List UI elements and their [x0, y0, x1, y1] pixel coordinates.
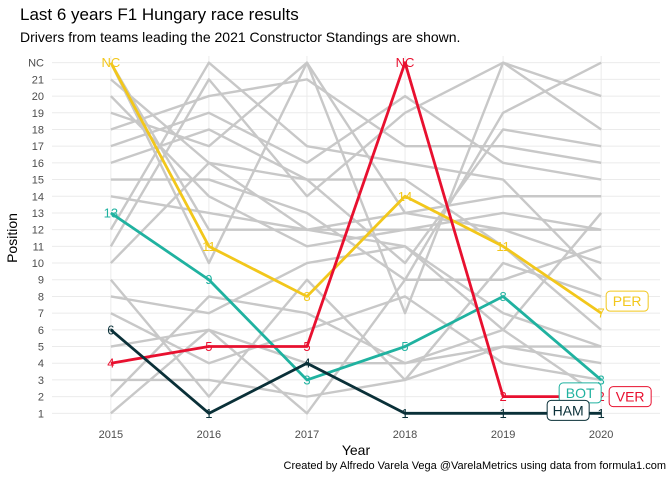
series-line-ver [110, 61, 602, 399]
y-tick-label: 4 [38, 358, 44, 370]
background-driver-line [110, 245, 602, 348]
background-driver-line [110, 78, 602, 165]
data-label-per: 11 [202, 239, 216, 254]
chart-subtitle: Drivers from teams leading the 2021 Cons… [20, 29, 461, 45]
x-axis-title: Year [342, 442, 371, 458]
background-driver-line [110, 61, 602, 265]
y-tick-label: 18 [32, 124, 44, 136]
y-tick-label: 2 [38, 392, 44, 404]
data-label-bot: 9 [205, 272, 212, 287]
y-tick-label: 14 [32, 191, 44, 203]
data-label-ver: 5 [303, 339, 310, 354]
background-driver-line [109, 261, 602, 398]
data-label-bot: 3 [598, 372, 605, 387]
x-tick-label: 2019 [491, 429, 515, 441]
y-tick-label: 20 [32, 91, 44, 103]
y-tick-label: 19 [32, 108, 44, 120]
y-tick-label: 21 [32, 74, 44, 86]
name-tag-box-ham [546, 399, 590, 421]
chart-caption: Created by Alfredo Varela Vega @VarelaMe… [283, 460, 667, 472]
y-tick-label: 12 [32, 225, 44, 237]
name-tag-per: PER [613, 293, 642, 309]
x-tick-label: 2017 [295, 429, 319, 441]
background-driver-line [109, 62, 602, 231]
data-label-bot: 3 [303, 372, 310, 387]
name-tag-ver: VER [616, 389, 645, 405]
name-tag-box-ver [608, 386, 652, 408]
x-tick-label: 2016 [197, 429, 221, 441]
y-tick-label: 7 [38, 308, 44, 320]
data-label-per: NC [101, 55, 120, 70]
data-label-ham: 6 [107, 322, 114, 337]
background-driver-line [109, 61, 602, 315]
background-driver-line [110, 295, 602, 382]
y-tick-label: 8 [38, 291, 44, 303]
y-tick-label: NC [28, 58, 44, 70]
y-tick-label: 1 [38, 408, 44, 420]
y-axis-title: Position [4, 213, 20, 263]
y-tick-label: 17 [32, 141, 44, 153]
data-label-ham: 1 [401, 406, 408, 421]
data-label-ham: 1 [499, 406, 506, 421]
y-tick-label: 3 [38, 375, 44, 387]
data-label-ver: 2 [499, 389, 506, 404]
y-tick-label: 5 [38, 342, 44, 354]
y-tick-label: 11 [33, 241, 44, 253]
x-tick-label: 2018 [393, 429, 417, 441]
data-label-ver: 5 [205, 339, 212, 354]
y-tick-label: 13 [32, 208, 44, 220]
data-label-per: 11 [496, 239, 510, 254]
x-tick-label: 2015 [99, 429, 123, 441]
data-label-bot: 8 [499, 289, 506, 304]
x-tick-label: 2020 [589, 429, 613, 441]
series-line-ham [109, 328, 602, 415]
data-label-per: 14 [398, 189, 412, 204]
name-tag-bot: BOT [566, 385, 595, 401]
data-label-bot: 5 [401, 339, 408, 354]
series-line-bot [110, 211, 603, 382]
background-driver-line [110, 128, 602, 265]
background-driver-line [109, 95, 602, 248]
background-driver-line [110, 328, 602, 415]
background-driver-line [110, 61, 602, 415]
y-tick-label: 15 [32, 175, 44, 187]
data-label-bot: 13 [104, 205, 118, 220]
data-label-per: 8 [303, 289, 310, 304]
name-tag-box-per [605, 290, 649, 312]
y-tick-label: 9 [38, 275, 44, 287]
name-tag-ham: HAM [553, 402, 584, 418]
background-driver-line [109, 61, 602, 247]
series-line-per [109, 62, 602, 315]
y-tick-label: 10 [32, 258, 44, 270]
data-label-ham: 1 [598, 406, 605, 421]
y-tick-label: 16 [32, 158, 44, 170]
data-label-ver: NC [396, 55, 415, 70]
background-driver-line [109, 295, 602, 398]
data-label-ham: 1 [205, 406, 212, 421]
background-driver-line [110, 94, 602, 181]
y-tick-label: 6 [38, 325, 44, 337]
data-label-per: 7 [598, 306, 605, 321]
data-label-ham: 4 [303, 356, 310, 371]
data-label-ver: 4 [107, 356, 114, 371]
chart-title: Last 6 years F1 Hungary race results [20, 5, 299, 24]
background-driver-line [109, 161, 602, 331]
